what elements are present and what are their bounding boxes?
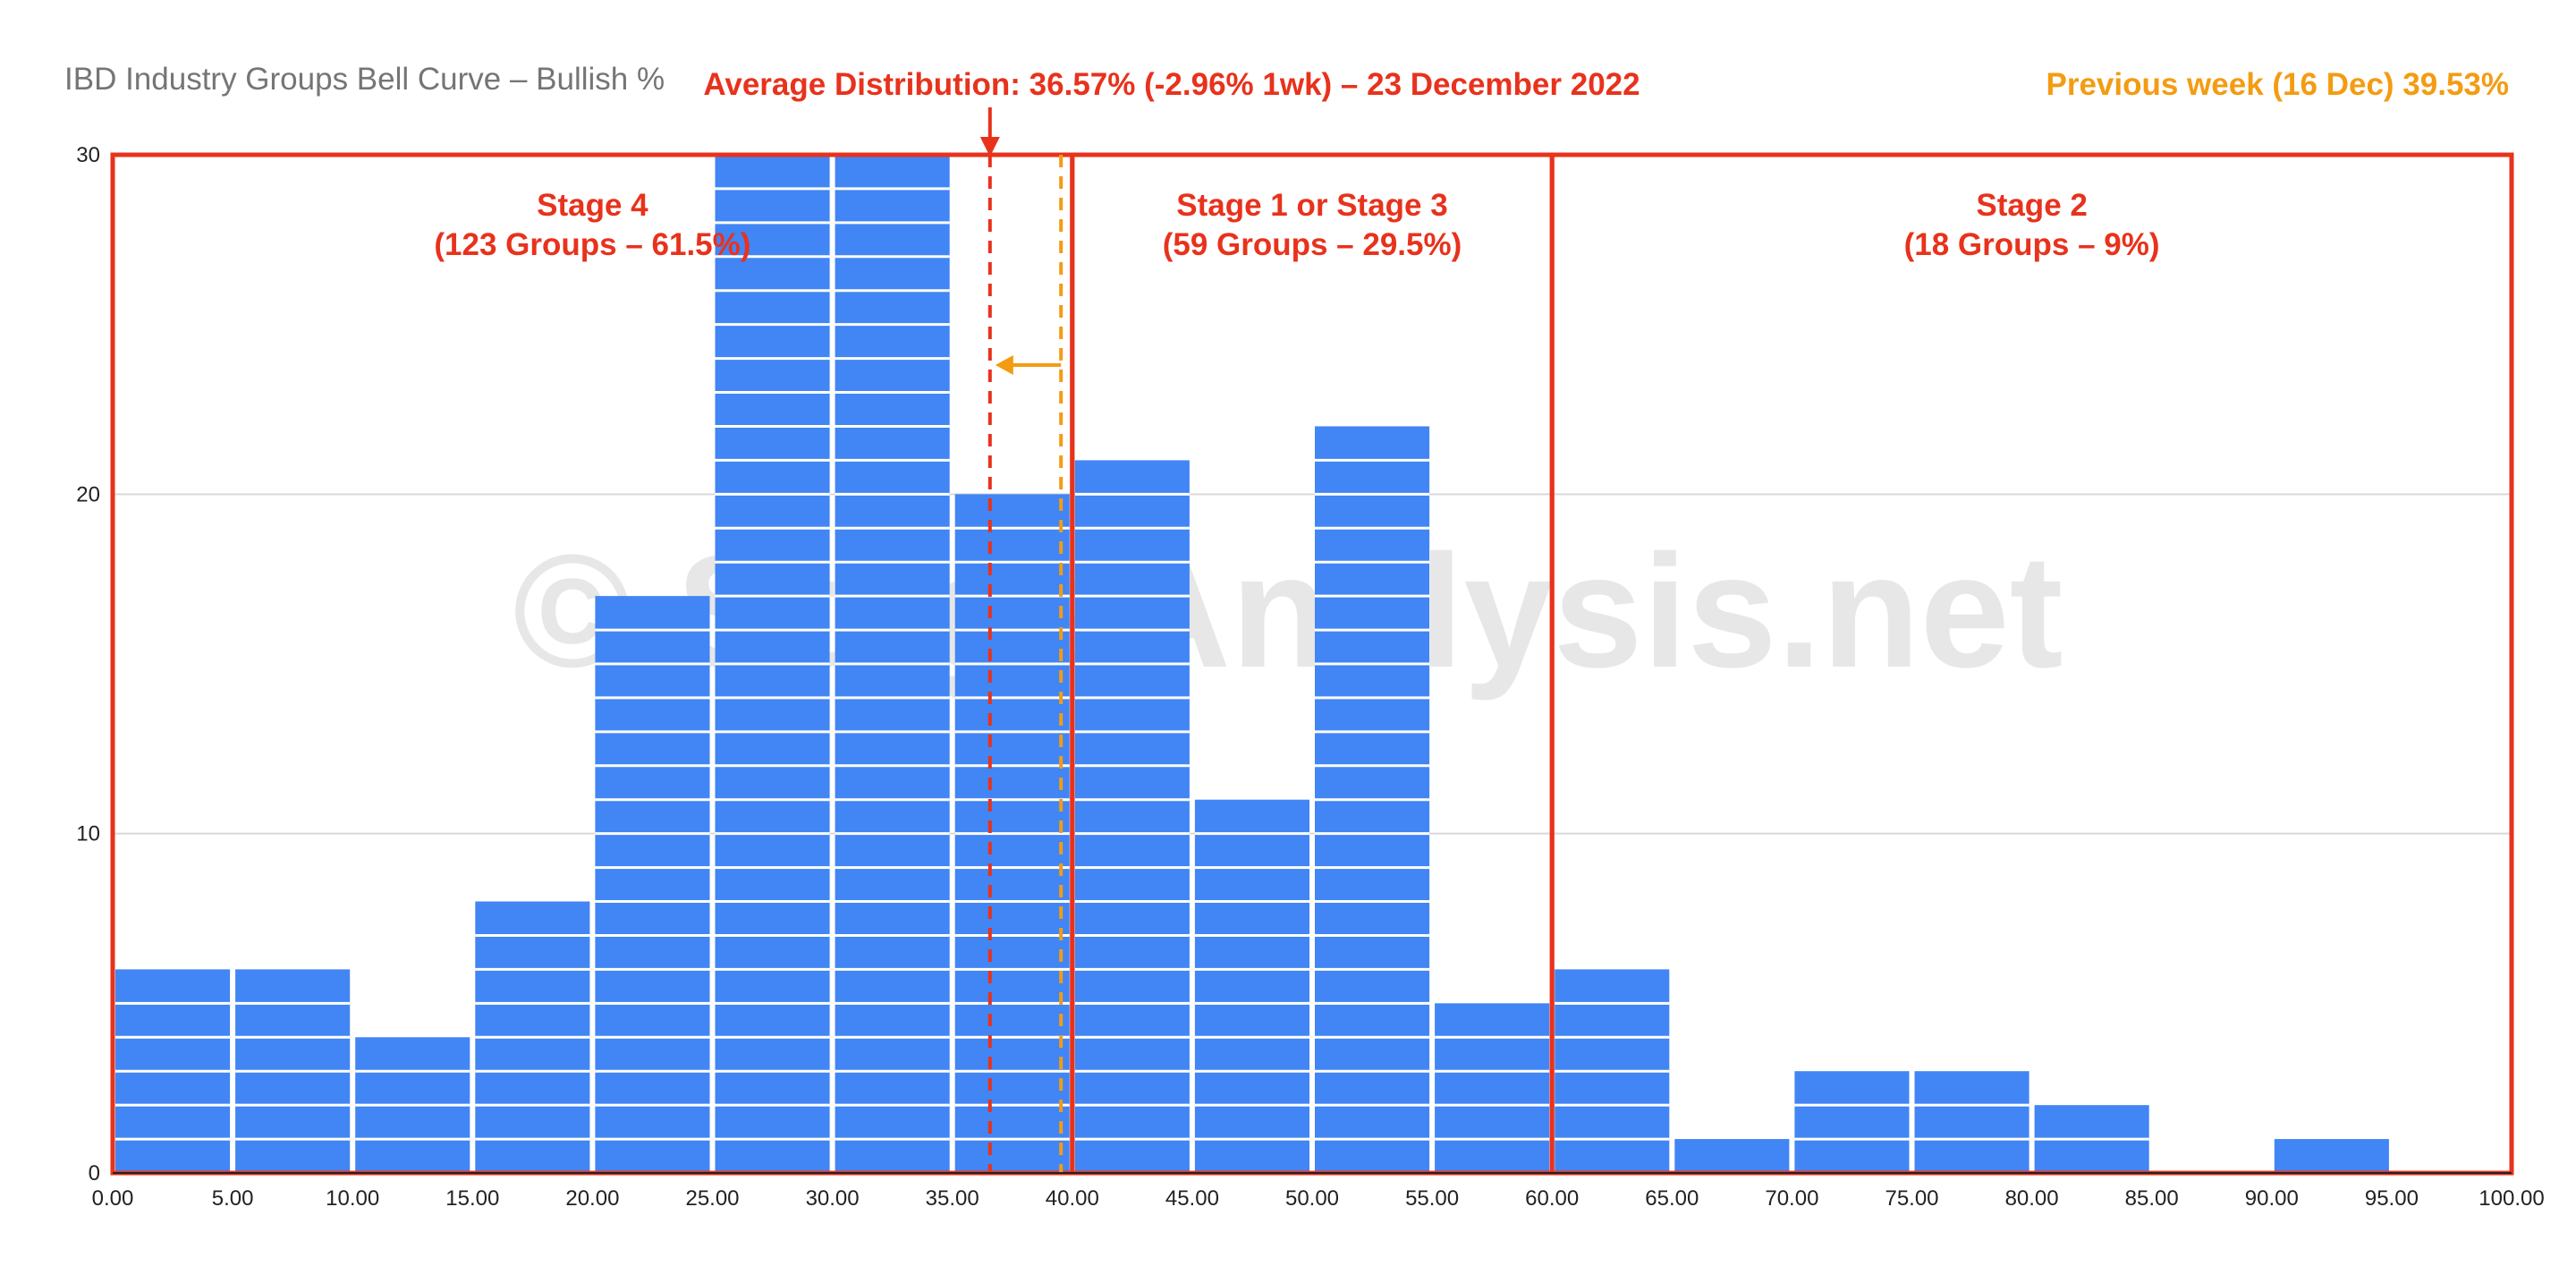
stage-label: Stage 4 [537,188,648,223]
x-tick-label: 40.00 [1046,1186,1099,1211]
reference-lines [979,107,1063,1173]
x-tick-label: 0.00 [92,1186,134,1211]
x-tick-label: 5.00 [212,1186,254,1211]
x-tick-label: 15.00 [445,1186,499,1211]
x-tick-label: 55.00 [1405,1186,1459,1211]
x-tick-label: 80.00 [2005,1186,2059,1211]
bar [1674,1139,1790,1173]
average-arrow-head [979,137,1000,157]
bar [2274,1139,2389,1173]
x-tick-label: 50.00 [1285,1186,1339,1211]
x-tick-label: 75.00 [1885,1186,1938,1211]
axes: 0 10 20 30 0.00 5.00 10.00 15.00 20.00 25.00 30.00… [76,143,2544,1211]
x-tick-label: 65.00 [1645,1186,1699,1211]
x-tick-label: 20.00 [565,1186,619,1211]
previous-week-label: Previous week (16 Dec) 39.53% [2046,67,2509,102]
y-tick-label: 0 [89,1161,100,1186]
x-tick-label: 100.00 [2479,1186,2544,1211]
stage-label: Stage 1 or Stage 3 [1176,188,1447,223]
y-tick-label: 30 [76,143,100,167]
x-tick-label: 90.00 [2245,1186,2299,1211]
y-tick-label: 10 [76,822,100,846]
bars-layer [115,155,2514,1173]
chart-title: IBD Industry Groups Bell Curve – Bullish… [64,62,665,97]
y-tick-label: 20 [76,482,100,506]
bar [1435,1003,1550,1173]
x-tick-label: 45.00 [1165,1186,1219,1211]
average-distribution-label: Average Distribution: 36.57% (-2.96% 1wk… [703,67,1640,102]
x-tick-label: 25.00 [685,1186,739,1211]
stage-groups-label: (59 Groups – 29.5%) [1163,227,1462,262]
stage-groups-label: (123 Groups – 61.5%) [434,227,750,262]
bar [1074,460,1190,1173]
x-tick-label: 95.00 [2365,1186,2419,1211]
bar [1794,1071,1910,1173]
x-tick-label: 60.00 [1525,1186,1579,1211]
x-tick-label: 30.00 [806,1186,860,1211]
bar [1194,799,1309,1173]
bar [1914,1071,2029,1173]
x-tick-label: 85.00 [2125,1186,2179,1211]
x-tick-label: 35.00 [926,1186,979,1211]
x-tick-label: 70.00 [1765,1186,1818,1211]
bar [595,596,710,1173]
x-tick-label: 10.00 [326,1186,379,1211]
stage-groups-label: (18 Groups – 9%) [1904,227,2160,262]
stage-label: Stage 2 [1976,188,2088,223]
shift-arrow-head [995,355,1013,375]
